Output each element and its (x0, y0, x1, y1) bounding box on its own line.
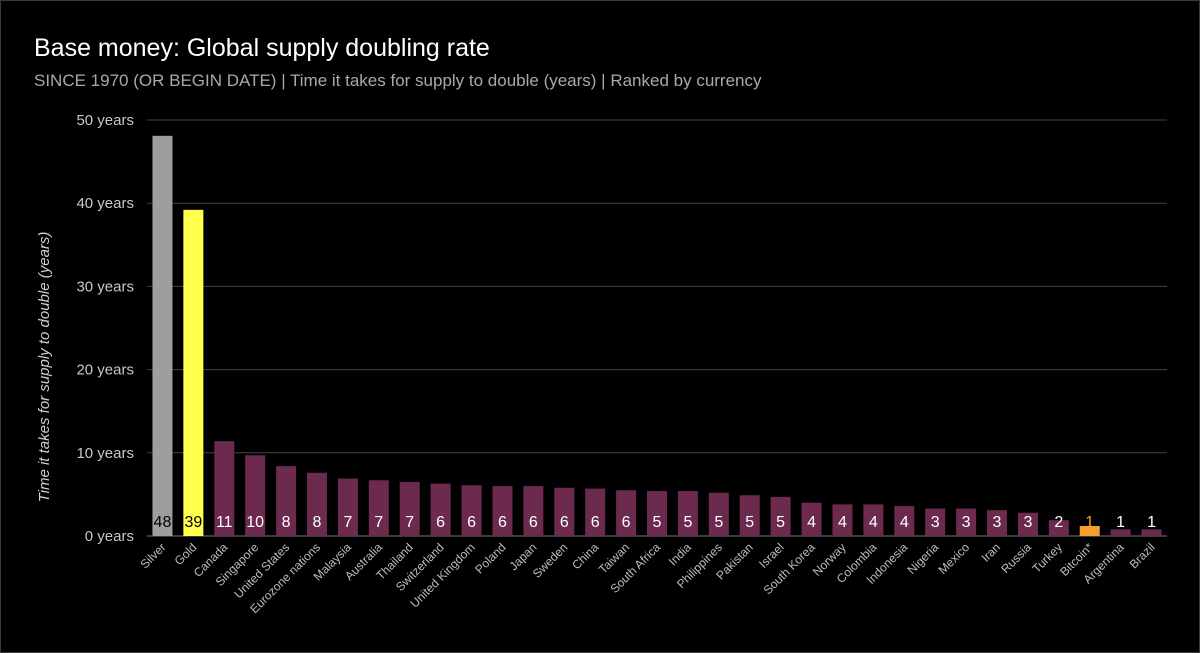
y-tick-label: 50 years (76, 112, 134, 129)
y-tick-label: 30 years (76, 278, 134, 295)
bar-value-label: 1 (1147, 514, 1156, 531)
bar-value-label: 3 (1023, 514, 1032, 531)
bar-value-label: 11 (216, 514, 233, 531)
x-tick-label: Silver (137, 540, 168, 571)
bar-value-label: 48 (154, 514, 172, 531)
bar-value-label: 1 (1116, 514, 1125, 531)
bar-value-label: 4 (807, 514, 816, 531)
bar-value-label: 6 (498, 514, 507, 531)
bar (708, 492, 729, 536)
y-tick-label: 10 years (76, 445, 134, 462)
bar (399, 481, 420, 536)
bar (1141, 529, 1162, 536)
bar (1017, 512, 1038, 536)
x-tick-label: Gold (172, 540, 200, 568)
bar (894, 506, 915, 536)
y-tick-label: 40 years (76, 195, 134, 212)
bar (152, 135, 173, 537)
y-tick-label: 20 years (76, 362, 134, 379)
bar (677, 491, 698, 536)
bar-value-label: 7 (405, 514, 414, 531)
bar-value-label: 6 (436, 514, 445, 531)
bar-value-label: 6 (591, 514, 600, 531)
bar (368, 480, 389, 536)
bar (832, 504, 853, 536)
bar (1079, 526, 1100, 536)
bar-value-label: 5 (776, 514, 785, 531)
x-tick-label: Poland (472, 540, 508, 576)
bar (770, 496, 791, 536)
bar (337, 478, 358, 536)
bar-value-label: 5 (714, 514, 723, 531)
bar (214, 441, 235, 536)
bar (585, 488, 606, 536)
bar-value-label: 3 (993, 514, 1002, 531)
x-tick-label: Mexico (935, 540, 972, 577)
chart-title: Base money: Global supply doubling rate (34, 34, 490, 62)
bar-value-label: 8 (282, 514, 291, 531)
bar-value-label: 2 (1054, 514, 1063, 531)
bar-value-label: 4 (838, 514, 847, 531)
bar (801, 502, 822, 536)
bar (307, 472, 327, 536)
bar (739, 495, 760, 536)
bar-value-label: 3 (931, 514, 940, 531)
bar (245, 455, 266, 536)
bar (554, 487, 575, 536)
bar-value-label: 10 (246, 514, 264, 531)
bar-value-label: 1 (1085, 514, 1094, 531)
chart-subtitle: SINCE 1970 (OR BEGIN DATE) | Time it tak… (34, 71, 762, 90)
bar (430, 483, 451, 536)
x-tick-label: Sweden (530, 540, 571, 581)
x-tick-label: Nigeria (905, 540, 942, 577)
bar (956, 508, 977, 536)
bar-value-label: 8 (313, 514, 322, 531)
bar (987, 510, 1007, 536)
x-tick-label: Russia (998, 540, 1034, 576)
bar-value-label: 4 (869, 514, 878, 531)
bar (492, 486, 513, 536)
bar-value-label: 6 (622, 514, 631, 531)
bar (276, 466, 297, 536)
x-tick-label: Iran (979, 540, 1004, 565)
bar (616, 490, 637, 536)
bar-value-label: 6 (560, 514, 569, 531)
grid-lines (147, 119, 1167, 537)
bars (152, 135, 1162, 537)
bar-value-label: 7 (374, 514, 383, 531)
bar-value-label: 7 (343, 514, 352, 531)
bar-value-label: 6 (529, 514, 538, 531)
bar-value-label: 5 (683, 514, 692, 531)
data-labels: 48 39 11 10 8 8 7 7 7 6 6 6 6 6 6 6 5 5 5 5 5 4 4 4 4 3 3 3 3 2 1 1 1 (154, 514, 1157, 531)
bar (1110, 529, 1131, 536)
bar-value-label: 5 (653, 514, 662, 531)
x-tick-label: Brazil (1127, 540, 1158, 571)
bar (863, 504, 884, 536)
bar-value-label: 3 (962, 514, 971, 531)
y-tick-label: 0 years (85, 528, 134, 545)
bar-value-label: 5 (745, 514, 754, 531)
bar (183, 209, 204, 536)
y-axis-title: Time it takes for supply to double (year… (36, 232, 53, 503)
bar (647, 491, 667, 536)
bar (461, 485, 482, 536)
bar-value-label: 4 (900, 514, 909, 531)
bar-value-label: 39 (184, 514, 202, 531)
bar-value-label: 6 (467, 514, 476, 531)
bar (523, 486, 544, 536)
y-axis-ticks: 0 years 10 years 20 years 30 years 40 years 5… (76, 112, 134, 545)
bar (1048, 520, 1069, 536)
bar (925, 508, 946, 536)
